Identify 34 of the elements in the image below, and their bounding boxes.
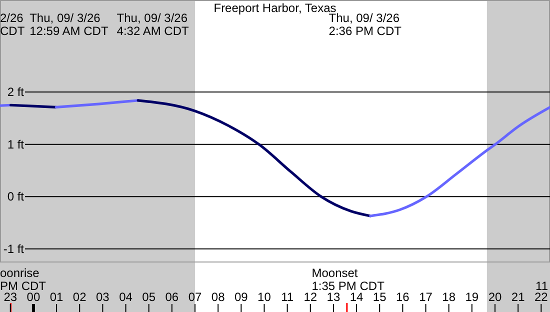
y-tick-label: -1 ft [3,242,25,256]
text: 11 [536,279,548,293]
x-tick-label: 04 [119,290,133,304]
x-tick-label: 05 [142,290,156,304]
x-tick-label: 15 [372,290,387,304]
x-tick-label: 06 [165,290,179,304]
x-tick-label: 11 [281,290,294,304]
x-tick-label: 23 [4,290,18,304]
x-tick-label: 10 [258,290,272,304]
x-tick-label: 16 [396,290,410,304]
annotation: Thu, 09/ 3/26 4:32 AM CDT [116,11,190,38]
x-tick-label: 18 [442,290,456,304]
x-tick-label: 01 [50,290,64,304]
x-tick-label: 00 [26,290,40,304]
y-tick-label: 2 ft [7,85,25,100]
x-tick-label: 07 [188,290,202,304]
x-tick-label: 02 [72,290,87,304]
x-tick-label: 09 [234,290,248,304]
y-tick-label: 0 ft [7,190,25,204]
ref-line-label: Moonset 1:35 PM CDT [312,266,386,293]
x-tick-label: 17 [419,290,433,304]
x-tick-label: 03 [96,290,110,304]
ref-line-label: oonrise PM CDT [0,266,47,293]
y-tick-label: 1 ft [7,137,25,152]
annotation: 2/26 CDT [0,11,26,38]
x-tick-label: 13 [326,290,340,304]
x-tick-label: 22 [534,290,548,304]
x-tick-label: 20 [488,290,502,304]
x-tick-label: 08 [211,290,226,304]
x-tick-label: 12 [304,290,318,304]
annotation: Thu, 09/ 3/26 12:59 AM CDT [30,11,109,38]
x-tick-label: 19 [465,290,479,304]
x-tick-label: 21 [511,290,526,304]
x-tick-label: 14 [350,290,364,304]
